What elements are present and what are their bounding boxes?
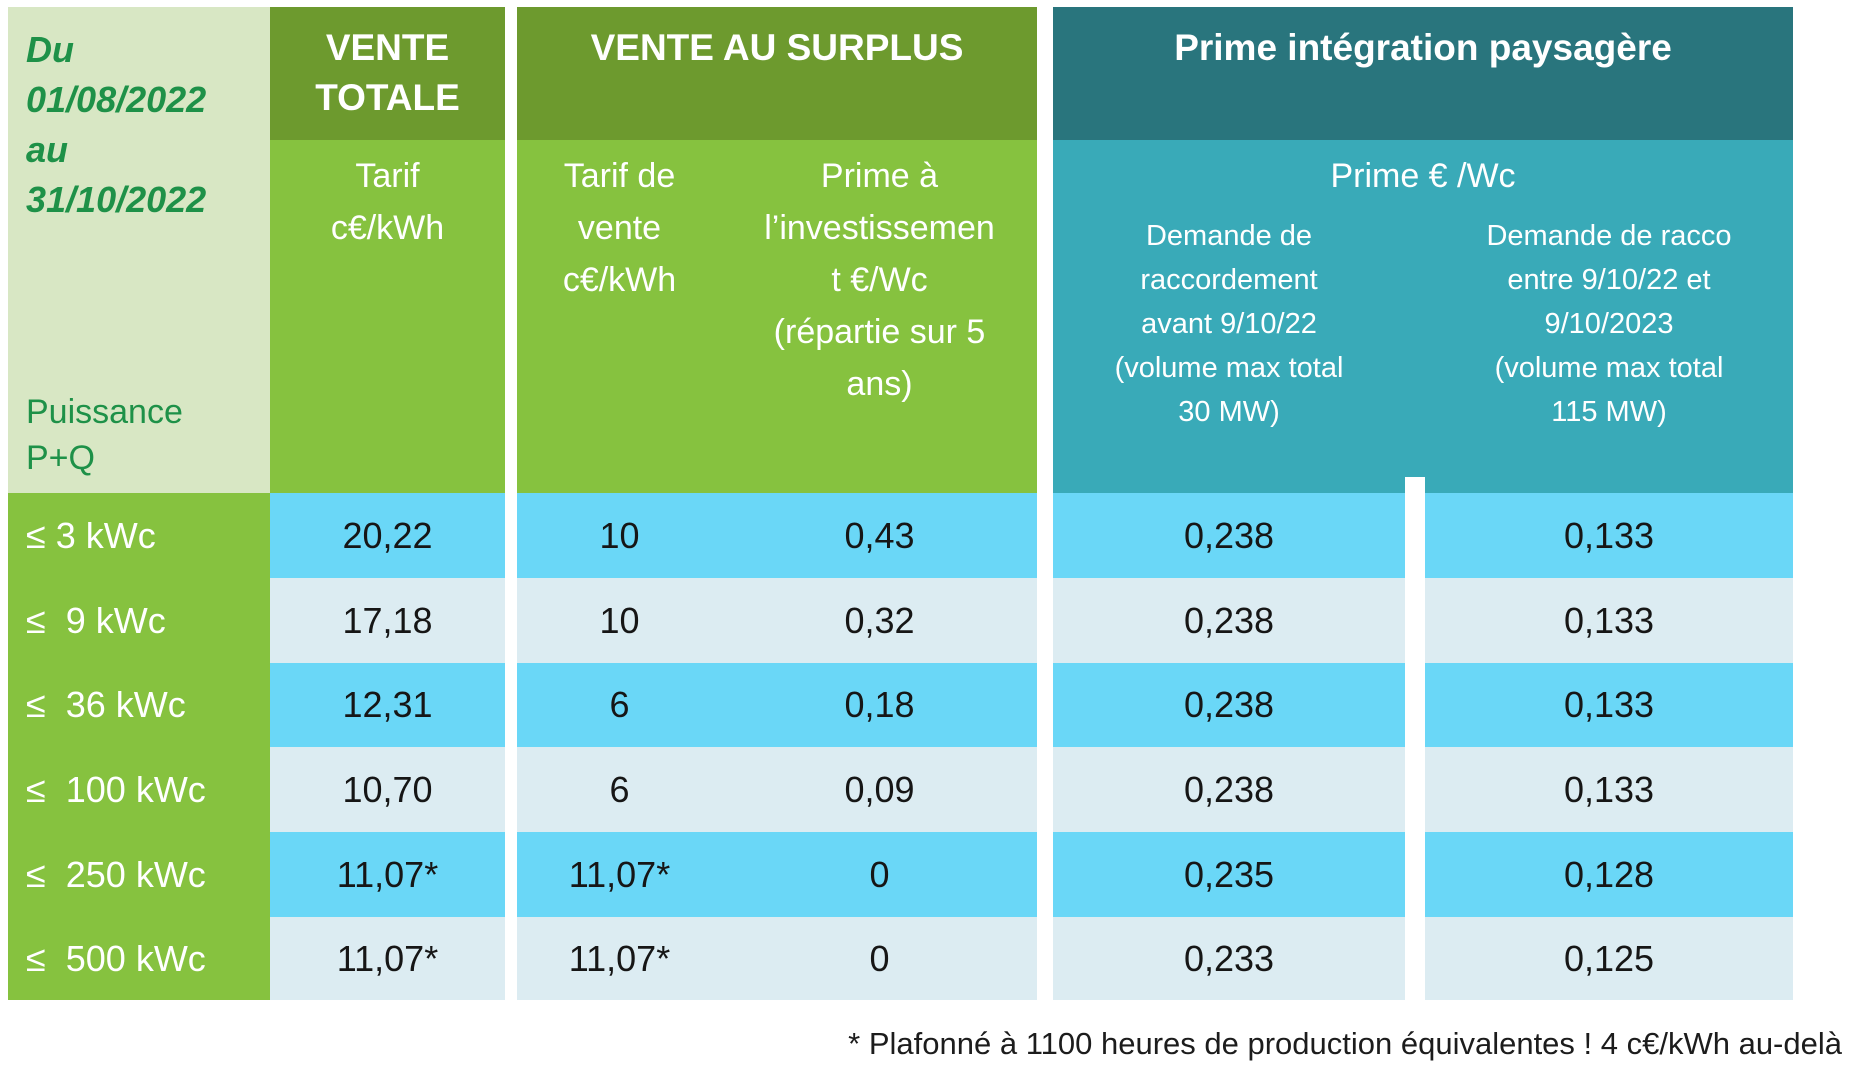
cell-prime-avant: 0,238 [1053, 663, 1405, 747]
cell-prime-avant: 0,238 [1053, 747, 1405, 832]
cell-vente-totale: 10,70 [270, 747, 505, 832]
cell-prime-entre: 0,128 [1425, 832, 1793, 917]
row-label-36kwc: ≤ 36 kWc [8, 663, 270, 747]
cell-prime-entre: 0,133 [1425, 747, 1793, 832]
row-label-3kwc: ≤ 3 kWc [8, 493, 270, 578]
cell-prime-invest: 0 [722, 917, 1037, 1000]
row-label-9kwc: ≤ 9 kWc [8, 578, 270, 663]
cell-prime-entre: 0,133 [1425, 578, 1793, 663]
cell-prime-invest: 0,09 [722, 747, 1037, 832]
cell-tarif-vente: 10 [517, 578, 722, 663]
cell-tarif-vente: 10 [517, 493, 722, 578]
group-header-vente-totale: VENTE TOTALE [270, 7, 505, 140]
subheader-prime-wc-group: Prime € /Wc Demande de raccordement avan… [1053, 140, 1793, 493]
tariff-table: Du 01/08/2022 au 31/10/2022 Puissance P+… [8, 7, 1793, 1000]
subheader-tarif-vente: Tarif de vente c€/kWh [517, 140, 722, 493]
row-label-100kwc: ≤ 100 kWc [8, 747, 270, 832]
group-header-vente-surplus: VENTE AU SURPLUS [517, 7, 1037, 140]
cell-tarif-vente: 6 [517, 747, 722, 832]
cell-vente-totale: 12,31 [270, 663, 505, 747]
cell-prime-entre: 0,133 [1425, 493, 1793, 578]
cell-prime-avant: 0,233 [1053, 917, 1405, 1000]
subheader-tarif: Tarif c€/kWh [270, 140, 505, 493]
cell-tarif-vente: 6 [517, 663, 722, 747]
power-column-label: Puissance P+Q [26, 393, 183, 477]
subheader-prime-investissement: Prime à l’investissemen t €/Wc (répartie… [722, 140, 1037, 493]
footnote: * Plafonné à 1100 heures de production é… [848, 1026, 1842, 1061]
cell-prime-avant: 0,235 [1053, 832, 1405, 917]
column-divider-notch [1405, 477, 1425, 493]
cell-prime-avant: 0,238 [1053, 578, 1405, 663]
cell-vente-totale: 11,07* [270, 917, 505, 1000]
cell-prime-invest: 0,18 [722, 663, 1037, 747]
cell-vente-totale: 20,22 [270, 493, 505, 578]
cell-tarif-vente: 11,07* [517, 832, 722, 917]
group-header-prime-integration: Prime intégration paysagère [1053, 7, 1793, 140]
cell-prime-entre: 0,133 [1425, 663, 1793, 747]
cell-prime-entre: 0,125 [1425, 917, 1793, 1000]
cell-vente-totale: 11,07* [270, 832, 505, 917]
cell-prime-invest: 0,32 [722, 578, 1037, 663]
subheader-prime-wc: Prime € /Wc [1330, 157, 1516, 195]
subheader-demande-avant: Demande de raccordement avant 9/10/22 (v… [1114, 220, 1344, 428]
period-range: Du 01/08/2022 au 31/10/2022 [26, 29, 207, 220]
cell-prime-invest: 0 [722, 832, 1037, 917]
row-label-500kwc: ≤ 500 kWc [8, 917, 270, 1000]
row-label-250kwc: ≤ 250 kWc [8, 832, 270, 917]
cell-tarif-vente: 11,07* [517, 917, 722, 1000]
cell-vente-totale: 17,18 [270, 578, 505, 663]
subheader-demande-entre: Demande de racco entre 9/10/22 et 9/10/2… [1486, 220, 1732, 428]
demande-subheaders: Demande de raccordement avant 9/10/22 (v… [1053, 214, 1793, 434]
cell-prime-avant: 0,238 [1053, 493, 1405, 578]
period-header-cell: Du 01/08/2022 au 31/10/2022 Puissance P+… [8, 7, 270, 493]
cell-prime-invest: 0,43 [722, 493, 1037, 578]
